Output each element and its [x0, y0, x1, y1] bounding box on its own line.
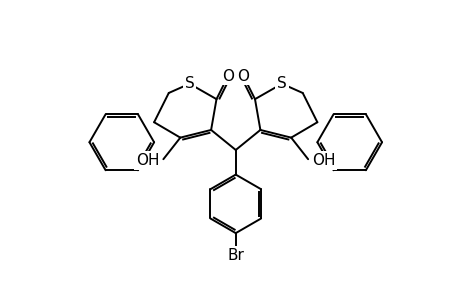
- Text: S: S: [276, 76, 286, 91]
- Text: OH: OH: [136, 153, 159, 168]
- Text: S: S: [184, 76, 194, 91]
- Text: OH: OH: [311, 153, 335, 168]
- Text: O: O: [237, 68, 249, 83]
- Text: Br: Br: [227, 248, 244, 263]
- Text: O: O: [222, 68, 234, 83]
